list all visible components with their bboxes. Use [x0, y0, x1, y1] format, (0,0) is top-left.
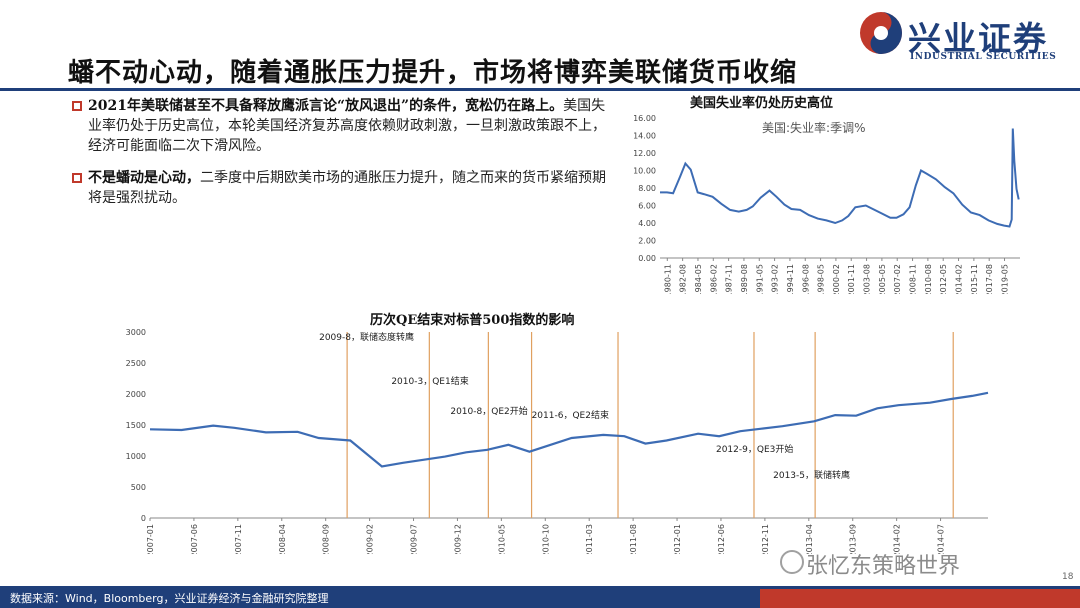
logo-subtitle: INDUSTRIAL SECURITIES	[910, 52, 1057, 62]
y-tick-label: 12.00	[633, 149, 656, 158]
y-tick-label: 1000	[126, 452, 146, 461]
y-tick-label: 4.00	[638, 219, 656, 228]
x-tick-label: 2007-01	[146, 524, 155, 554]
y-tick-label: 6.00	[638, 202, 656, 211]
x-tick-label: 2001-11	[847, 264, 856, 294]
y-tick-label: 1500	[126, 421, 146, 430]
x-tick-label: 1993-02	[771, 264, 780, 294]
legend-label: 美国:失业率:季调%	[762, 120, 866, 135]
y-tick-label: 14.00	[633, 132, 656, 141]
bullet-2-text: 二季度中后期欧美市场的通胀压力提升，随之而来的货币紧缩预期将是强烈扰动。	[88, 170, 606, 206]
event-annotation: 2012-9，QE3开始	[716, 443, 793, 455]
title-divider	[0, 88, 1080, 91]
page-number: 18	[1062, 572, 1074, 582]
qe-sp500-chart: 0 500 1000 1500 2000 2500 3000 2007-01 2007-06 20…	[126, 328, 989, 554]
x-tick-label: 2017-08	[985, 264, 994, 294]
footer-accent	[760, 589, 1080, 608]
x-tick-label: 1980-11	[663, 264, 672, 294]
y-tick-label: 16.00	[633, 114, 656, 123]
event-annotation: 2011-6，QE2结束	[532, 409, 609, 421]
x-tick-label: 1989-08	[740, 264, 749, 294]
x-tick-label: 2008-11	[909, 264, 918, 294]
bullet-2: 不是蟠动是心动，二季度中后期欧美市场的通胀压力提升，随之而来的货币紧缩预期将是强…	[88, 168, 616, 208]
watermark-text: 张忆东策略世界	[806, 554, 961, 579]
x-tick-label: 2014-07	[937, 524, 946, 554]
brand-logo-icon	[860, 12, 902, 54]
x-tick-label: 2014-02	[955, 264, 964, 294]
unemployment-chart-title: 美国失业率仍处历史高位	[690, 96, 834, 111]
x-tick-label: 2007-06	[190, 524, 199, 554]
bullet-1-text: 美国失业率仍处于历史高位，本轮美国经济复苏高度依赖财政刺激，一旦刺激政策跟不上，…	[88, 98, 606, 154]
x-tick-label: 2012-05	[939, 264, 948, 294]
x-tick-label: 2012-06	[717, 524, 726, 554]
page-title: 蟠不动心动，随着通胀压力提升，市场将博弈美联储货币收缩	[68, 58, 798, 88]
x-tick-label: 2011-08	[629, 524, 638, 554]
x-tick-label: 1994-11	[786, 264, 795, 294]
y-tick-label: 0.00	[638, 254, 656, 263]
data-source: 数据来源：Wind，Bloomberg，兴业证券经济与金融研究院整理	[10, 592, 329, 605]
x-tick-label: 2019-05	[1001, 264, 1010, 294]
x-tick-label: 2012-11	[761, 524, 770, 554]
wechat-icon	[780, 550, 804, 574]
x-tick-label: 2013-04	[805, 524, 814, 554]
qe-chart-title: 历次QE结束对标普500指数的影响	[370, 313, 575, 328]
x-tick-label: 2008-09	[322, 524, 331, 554]
y-tick-label: 0	[141, 514, 146, 523]
y-tick-label: 2.00	[638, 237, 656, 246]
bullet-icon	[72, 101, 82, 111]
y-tick-label: 3000	[126, 328, 146, 337]
series-line	[149, 391, 989, 468]
x-tick-label: 1987-11	[725, 264, 734, 294]
x-tick-label: 2014-02	[893, 524, 902, 554]
x-tick-label: 2011-03	[585, 524, 594, 554]
x-tick-label: 2013-09	[849, 524, 858, 554]
x-tick-label: 2010-10	[541, 524, 550, 554]
event-annotation: 2009-8，联储态度转鹰	[319, 331, 414, 343]
bullet-2-bold: 不是蟠动是心动，	[88, 170, 200, 186]
x-tick-label: 2009-07	[410, 524, 419, 554]
x-tick-label: 2005-05	[878, 264, 887, 294]
x-tick-label: 2003-08	[863, 264, 872, 294]
unemployment-chart: 0.00 2.00 4.00 6.00 8.00 10.00 12.00 14.00 16.00…	[633, 114, 1020, 294]
x-tick-label: 2009-12	[453, 524, 462, 554]
event-annotation: 2010-8，QE2开始	[450, 405, 527, 417]
y-tick-label: 8.00	[638, 184, 656, 193]
x-tick-label: 2000-02	[832, 264, 841, 294]
bullet-icon	[72, 173, 82, 183]
logo-wordmark: 兴业证券	[908, 19, 1048, 58]
bullet-1: 2021年美联储甚至不具备释放鹰派言论“放风退出”的条件，宽松仍在路上。美国失业…	[88, 96, 616, 156]
y-tick-label: 2500	[126, 359, 146, 368]
x-tick-label: 2007-02	[893, 264, 902, 294]
x-tick-label: 2015-11	[970, 264, 979, 294]
bullet-1-bold: 2021年美联储甚至不具备释放鹰派言论“放风退出”的条件，宽松仍在路上。	[88, 98, 564, 114]
y-tick-label: 2000	[126, 390, 146, 399]
x-tick-label: 2008-04	[278, 524, 287, 554]
y-tick-label: 500	[131, 483, 146, 492]
x-tick-label: 2010-08	[924, 264, 933, 294]
x-tick-label: 1984-05	[694, 264, 703, 294]
x-tick-label: 1996-08	[801, 264, 810, 294]
event-annotation: 2010-3，QE1结束	[391, 375, 468, 387]
x-tick-label: 1986-02	[709, 264, 718, 294]
x-tick-label: 1982-08	[679, 264, 688, 294]
x-tick-label: 2009-02	[366, 524, 375, 554]
x-tick-label: 1998-05	[817, 264, 826, 294]
x-tick-label: 1991-05	[755, 264, 764, 294]
y-tick-label: 10.00	[633, 167, 656, 176]
x-tick-label: 2007-11	[234, 524, 243, 554]
event-annotation: 2013-5，联储转鹰	[773, 469, 850, 481]
x-tick-label: 2012-01	[673, 524, 682, 554]
series-line	[660, 128, 1020, 228]
x-tick-label: 2010-05	[497, 524, 506, 554]
